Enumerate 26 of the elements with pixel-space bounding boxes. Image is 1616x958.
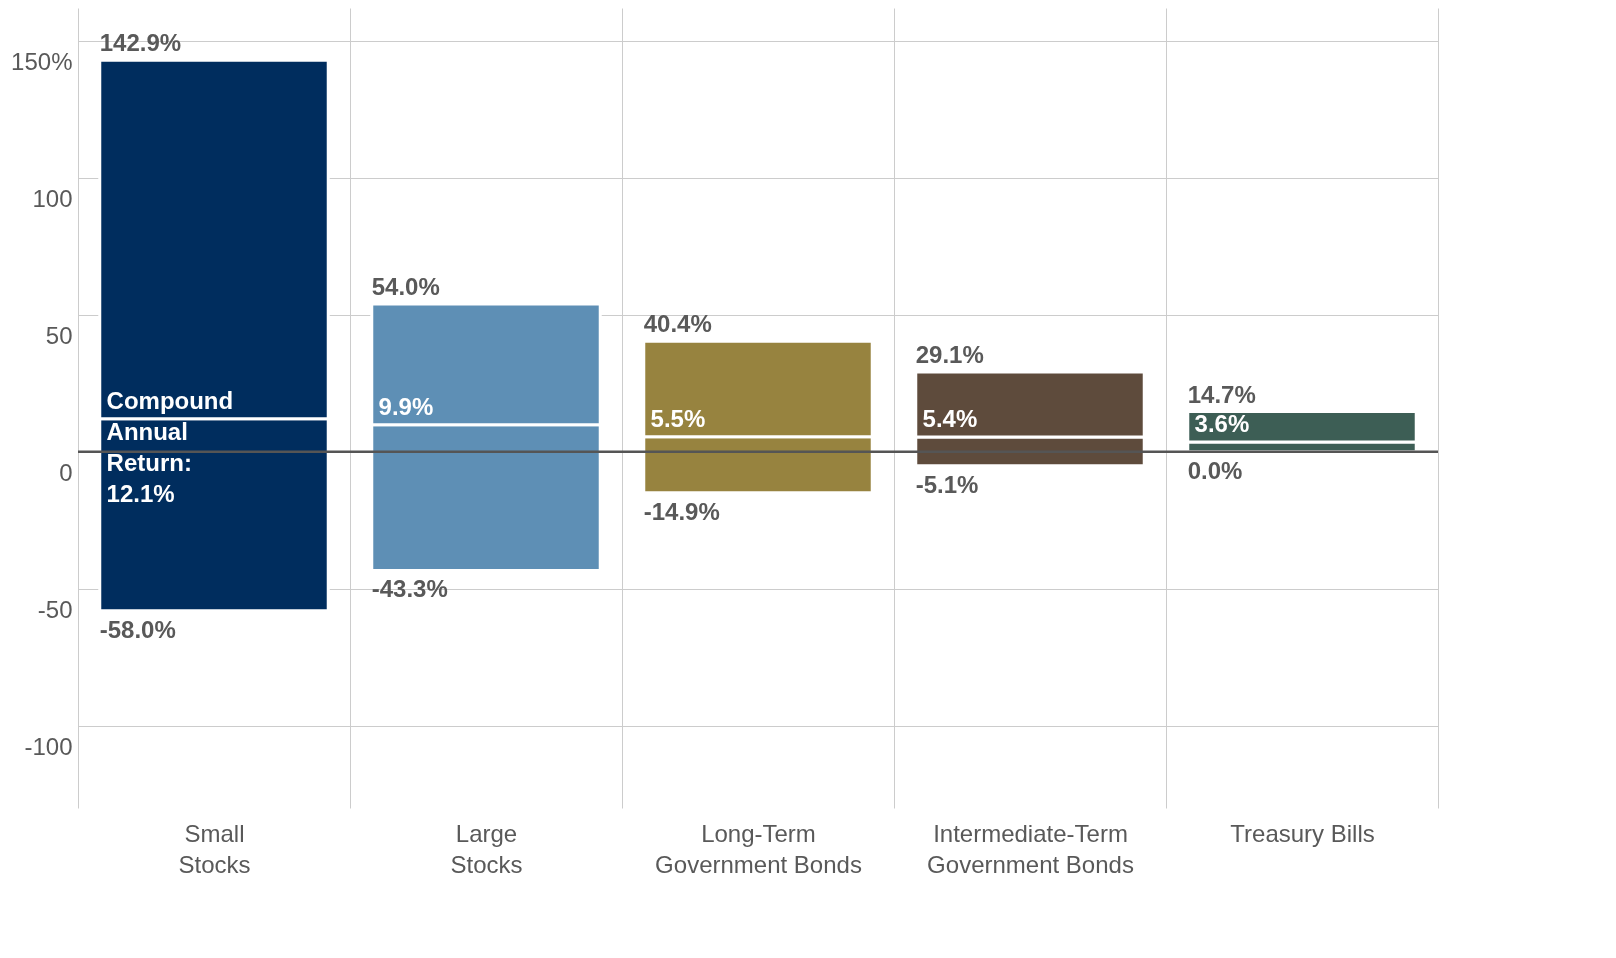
y-tick-label: -100 [24,733,73,761]
x-tick-label: Long-Term Government Bonds [655,819,862,878]
annotation: 14.7% [1187,380,1256,408]
y-tick-label: 50 [45,322,73,350]
x-tick-label: Treasury Bills [1230,819,1375,847]
annotation: -43.3% [371,575,448,603]
annotation: -5.1% [915,470,979,498]
y-tick-label: 0 [59,459,73,487]
annotation: 0.0% [1187,456,1243,484]
annotation: Compound Annual Return: 12.1% [106,386,234,507]
annotation: 3.6% [1194,409,1250,437]
annotation: 29.1% [915,341,984,369]
y-tick-label: 150% [11,48,73,76]
annotation: -58.0% [99,615,176,643]
x-tick-label: Large Stocks [450,819,523,878]
y-tick-label: 100 [32,185,73,213]
x-tick-label: Intermediate-Term Government Bonds [927,819,1134,878]
annotation: -14.9% [643,497,720,525]
x-tick-label: Small Stocks [178,819,251,878]
y-tick-label: -50 [37,596,73,624]
annotation: 54.0% [371,272,440,300]
annotation: 142.9% [99,29,182,57]
annotation: 5.5% [650,404,706,432]
annotation: 40.4% [643,310,712,338]
annotation: 5.4% [922,405,978,433]
annotation: 9.9% [378,392,434,420]
